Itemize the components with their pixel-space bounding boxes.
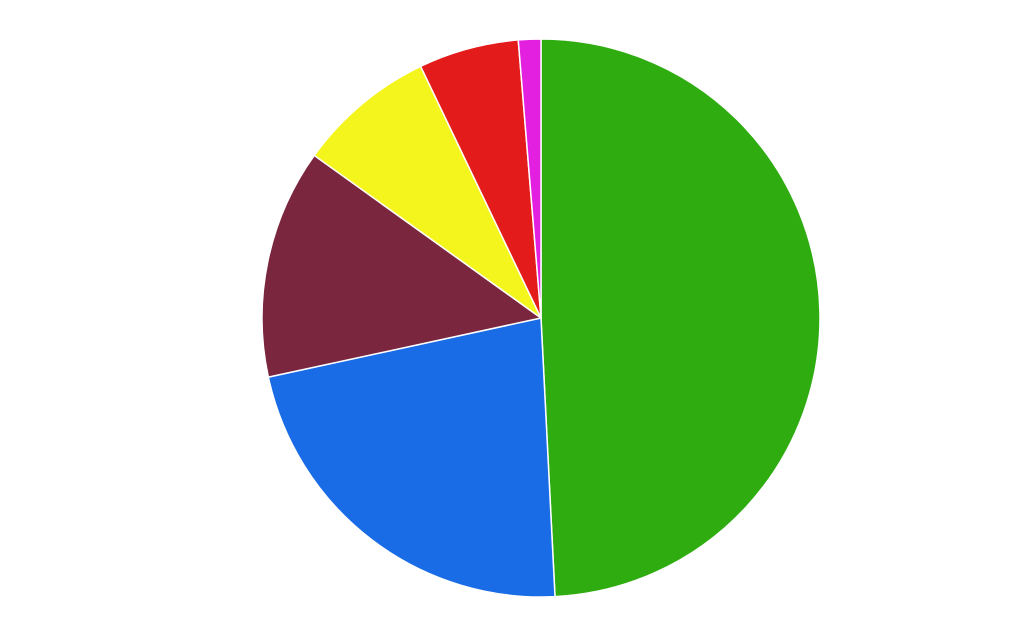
pie-slice — [267, 317, 556, 598]
pie-slice — [313, 65, 542, 319]
pie-slice — [517, 38, 542, 319]
pie-slice — [261, 154, 542, 378]
pie-slice — [540, 38, 821, 598]
